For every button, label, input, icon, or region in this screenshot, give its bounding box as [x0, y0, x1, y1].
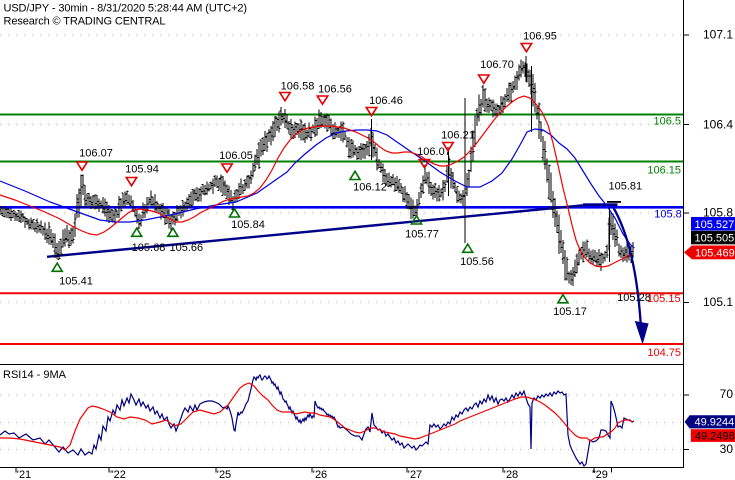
svg-text:’27: ’27: [408, 469, 423, 480]
svg-text:106.95: 106.95: [523, 30, 557, 42]
svg-text:104.75: 104.75: [647, 347, 681, 359]
svg-text:106.70: 106.70: [480, 59, 514, 71]
svg-text:106.21: 106.21: [441, 129, 475, 141]
svg-text:’25: ’25: [217, 469, 232, 480]
svg-text:106.05: 106.05: [219, 150, 253, 162]
svg-text:105.15: 105.15: [647, 293, 681, 305]
svg-text:”22: ”22: [110, 469, 126, 480]
svg-text:”29: ”29: [592, 469, 608, 480]
svg-text:106.4: 106.4: [703, 118, 733, 132]
svg-text:’21: ’21: [17, 469, 32, 480]
svg-text:105.68: 105.68: [132, 242, 166, 254]
svg-text:RSI14 - 9MA: RSI14 - 9MA: [3, 369, 67, 381]
svg-text:105.17: 105.17: [553, 306, 587, 318]
svg-text:105.28: 105.28: [617, 292, 651, 304]
svg-text:105.41: 105.41: [59, 275, 93, 287]
svg-text:106.07: 106.07: [79, 147, 113, 159]
svg-text:106.46: 106.46: [369, 95, 403, 107]
svg-text:106.56: 106.56: [318, 83, 352, 95]
svg-text:USD/JPY - 30min - 8/31/2020 5:: USD/JPY - 30min - 8/31/2020 5:28:44 AM (…: [4, 3, 247, 15]
svg-text:105.84: 105.84: [231, 219, 265, 231]
svg-text:’26: ’26: [313, 469, 328, 480]
svg-text:70: 70: [720, 387, 734, 401]
svg-text:’28: ’28: [504, 469, 519, 480]
svg-text:105.469: 105.469: [695, 247, 735, 259]
svg-text:107.1: 107.1: [703, 28, 733, 42]
svg-text:49.9244: 49.9244: [695, 417, 735, 429]
svg-text:105.1: 105.1: [703, 295, 733, 309]
svg-text:105.66: 105.66: [169, 242, 203, 254]
svg-text:105.77: 105.77: [405, 228, 439, 240]
svg-text:105.505: 105.505: [695, 233, 735, 245]
svg-text:30: 30: [720, 442, 734, 456]
svg-text:106.5: 106.5: [653, 115, 681, 127]
svg-text:105.8: 105.8: [654, 209, 682, 221]
svg-text:106.12: 106.12: [353, 181, 387, 193]
svg-text:106.15: 106.15: [647, 164, 681, 176]
svg-text:Research © TRADING CENTRAL: Research © TRADING CENTRAL: [4, 16, 166, 28]
svg-text:105.527: 105.527: [695, 219, 735, 231]
svg-text:49.2498: 49.2498: [695, 430, 735, 442]
svg-text:105.81: 105.81: [608, 180, 642, 192]
svg-text:106.07: 106.07: [417, 146, 451, 158]
svg-text:105.8: 105.8: [703, 206, 733, 220]
svg-text:106.58: 106.58: [281, 80, 315, 92]
svg-text:105.94: 105.94: [125, 163, 159, 175]
svg-text:105.56: 105.56: [460, 256, 494, 268]
